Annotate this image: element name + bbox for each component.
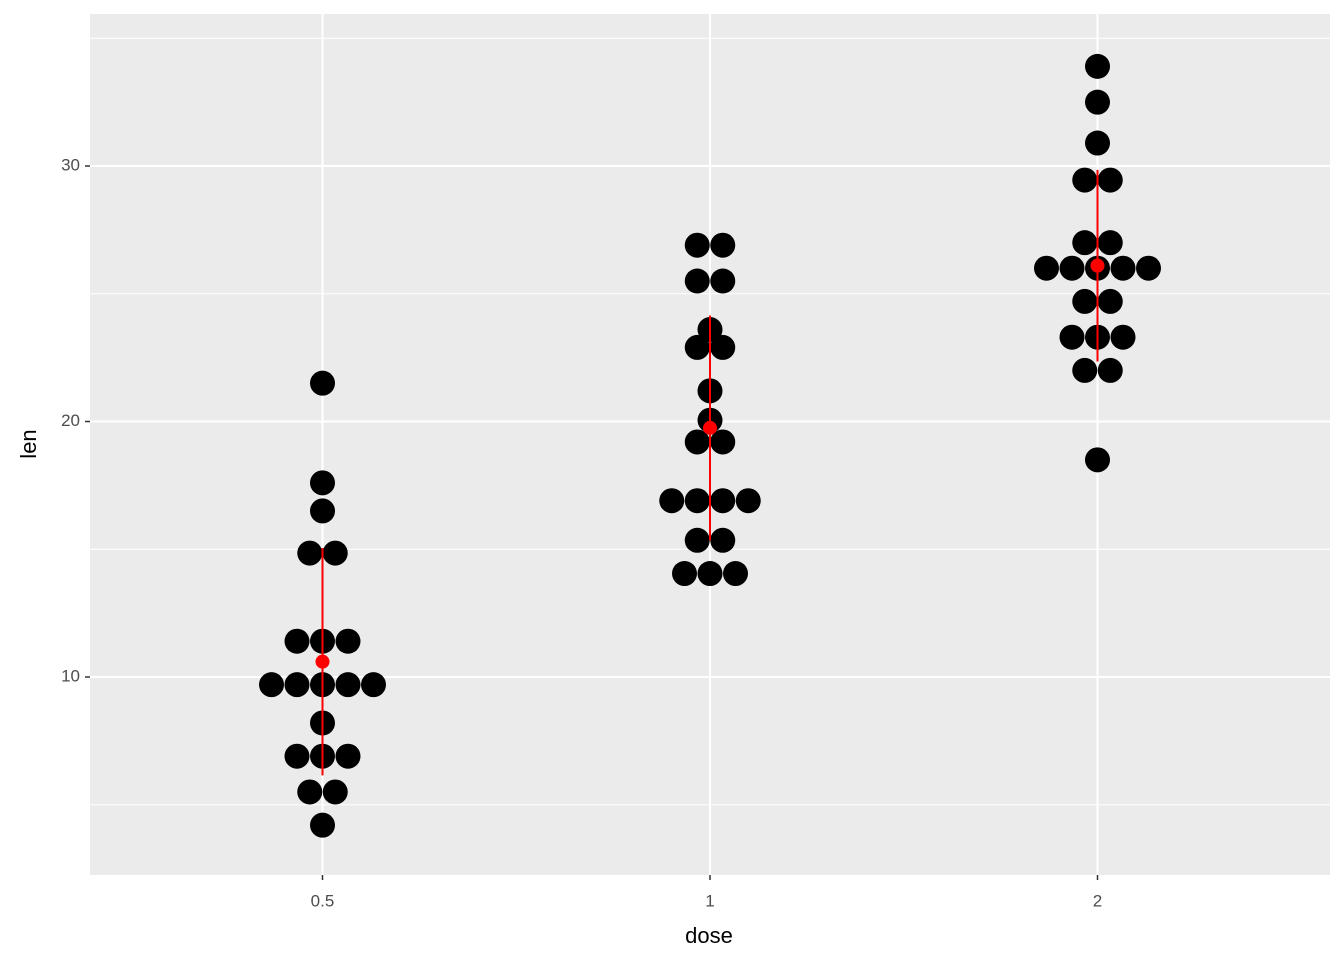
- dot: [684, 429, 710, 455]
- dot: [1072, 288, 1098, 314]
- dot: [297, 779, 323, 805]
- dot: [322, 540, 348, 566]
- dot: [335, 743, 361, 769]
- dot: [1097, 167, 1123, 193]
- dot: [684, 232, 710, 258]
- dot: [697, 561, 723, 587]
- dot: [335, 628, 361, 654]
- dot: [710, 429, 736, 455]
- dot: [310, 470, 335, 496]
- dot: [1110, 255, 1136, 281]
- dot: [1034, 255, 1059, 281]
- dot: [1085, 53, 1110, 79]
- dot: [684, 268, 710, 294]
- dot: [284, 628, 310, 654]
- dot: [1085, 89, 1110, 115]
- mean-point: [315, 654, 330, 669]
- dot: [1072, 230, 1098, 256]
- mean-point: [703, 420, 717, 435]
- dot: [1085, 447, 1110, 473]
- dot: [1072, 357, 1098, 383]
- dot: [284, 743, 310, 769]
- dot: [1136, 255, 1161, 281]
- dot: [710, 334, 736, 360]
- dot: [335, 672, 361, 698]
- dot: [659, 488, 685, 514]
- mean-point: [1090, 258, 1105, 273]
- x-tick-label: 0.5: [311, 891, 335, 910]
- dot: [684, 488, 710, 514]
- dot: [1085, 130, 1110, 156]
- dot: [1097, 230, 1123, 256]
- dot: [1072, 167, 1098, 193]
- dot: [710, 527, 736, 553]
- y-tick-label: 20: [61, 411, 80, 430]
- dot: [735, 488, 761, 514]
- dot: [1059, 324, 1085, 350]
- dot: [710, 488, 736, 514]
- dot: [310, 370, 335, 396]
- dot: [1097, 288, 1123, 314]
- y-tick-label: 30: [61, 156, 80, 175]
- dot: [361, 672, 386, 698]
- dot: [684, 334, 710, 360]
- dot: [322, 779, 348, 805]
- y-tick-label: 10: [61, 666, 80, 685]
- dot: [710, 232, 736, 258]
- dot: [1059, 255, 1085, 281]
- dot: [259, 672, 284, 698]
- x-tick-label: 2: [1093, 891, 1102, 910]
- dot: [684, 527, 710, 553]
- dot: [672, 561, 697, 587]
- dot: [723, 561, 748, 587]
- dot: [310, 812, 335, 838]
- dot: [284, 672, 310, 698]
- x-axis-title: dose: [685, 923, 733, 948]
- dot: [710, 268, 736, 294]
- dot: [297, 540, 323, 566]
- dot: [310, 498, 335, 524]
- x-tick-label: 1: [705, 891, 714, 910]
- dot: [1110, 324, 1136, 350]
- dot: [1097, 357, 1123, 383]
- y-axis-title: len: [16, 429, 41, 458]
